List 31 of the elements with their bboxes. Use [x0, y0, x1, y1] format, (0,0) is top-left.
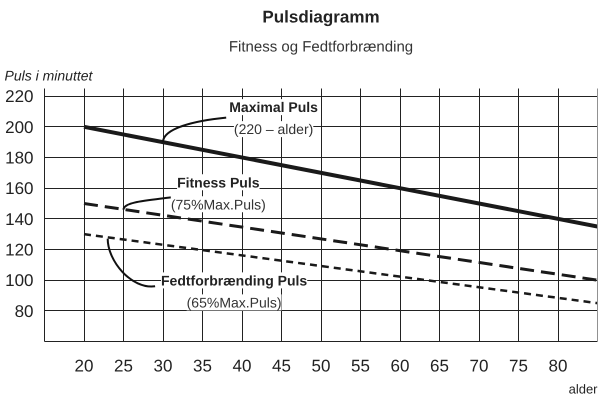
y-tick-label: 160	[5, 179, 34, 198]
y-tick-label: 200	[5, 118, 34, 137]
y-axis-title: Puls i minuttet	[4, 68, 94, 84]
y-tick-label: 120	[5, 240, 34, 260]
x-tick-label: 60	[390, 356, 410, 376]
x-tick-label: 35	[193, 356, 212, 376]
x-tick-label: 80	[548, 356, 568, 376]
chart-subtitle: Fitness og Fedtforbrænding	[228, 38, 414, 56]
x-tick-label: 45	[272, 356, 291, 376]
series-label: Fitness Puls	[177, 174, 260, 190]
x-tick-label: 40	[232, 356, 252, 376]
x-tick-label: 55	[351, 356, 370, 376]
x-tick-label: 75	[509, 356, 528, 376]
y-tick-label: 100	[5, 271, 34, 290]
annotation: (65%Max.Puls)	[186, 294, 282, 310]
x-tick-label: 50	[312, 356, 330, 376]
chart-title: Pulsdiagramm	[262, 8, 380, 26]
annotation: (220 – alder)	[234, 121, 314, 138]
x-axis-title: alder	[568, 382, 598, 396]
y-tick-label: 180	[5, 148, 34, 168]
y-tick-label: 220	[5, 87, 34, 106]
x-tick-label: 20	[74, 356, 94, 376]
x-tick-label: 30	[154, 356, 172, 376]
y-tick-label: 80	[14, 302, 34, 321]
annotation: (75%Max.Puls)	[170, 196, 266, 212]
x-tick-label: 70	[470, 356, 488, 376]
series-label: Fedtforbrænding Puls	[160, 272, 308, 288]
y-tick-label: 140	[5, 210, 34, 229]
x-tick-label: 25	[114, 356, 133, 376]
text: Maximal Puls	[229, 99, 318, 116]
x-tick-label: 65	[430, 356, 449, 376]
